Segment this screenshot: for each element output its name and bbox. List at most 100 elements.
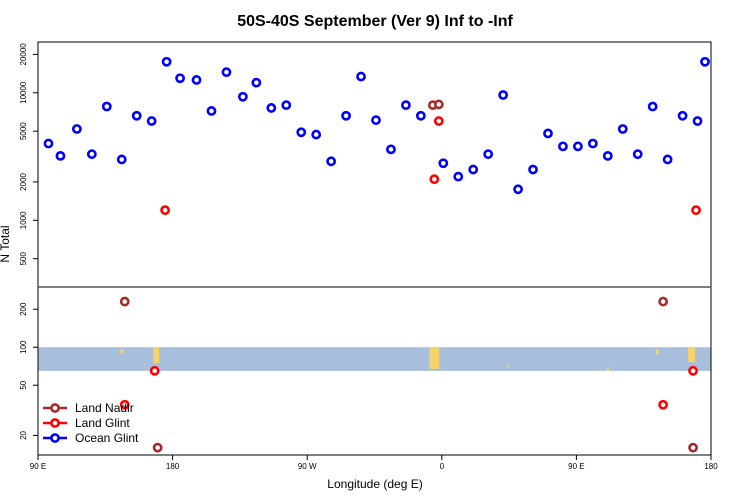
land-nadir-point: [688, 442, 698, 453]
ocean-glint-point: [55, 150, 66, 161]
y-tick-label: 200: [19, 302, 28, 316]
land-area: [655, 349, 659, 355]
ocean-glint-point: [677, 110, 688, 121]
x-axis-ticks: 90 E 180 90 W 0 90 E 180: [30, 455, 718, 471]
ocean-glint-point: [86, 149, 97, 160]
y-axis-ticks: 500 1000 2000 5000 10000 20000 20 50 100 200: [19, 43, 38, 440]
ocean-glint-point: [468, 164, 479, 175]
ocean-glint-point: [341, 110, 351, 121]
ocean-glint-point: [700, 56, 710, 67]
land-nadir-point: [119, 296, 130, 307]
land-area: [506, 364, 509, 368]
y-tick-label: 20000: [19, 43, 28, 66]
land-area: [606, 366, 609, 371]
x-tick-label: 0: [440, 462, 445, 471]
ocean-glint-point: [266, 103, 277, 113]
ocean-glint-point: [692, 116, 703, 126]
land-area: [688, 347, 696, 363]
y-tick-label: 500: [19, 251, 28, 265]
land-glint-point: [433, 116, 444, 126]
ocean-glint-point: [206, 106, 217, 116]
data-points: [43, 56, 710, 453]
ocean-glint-point: [528, 164, 538, 175]
ocean-glint-point: [662, 154, 673, 165]
ocean-glint-point: [602, 150, 613, 161]
chart-title: 50S-40S September (Ver 9) Inf to -Inf: [237, 13, 513, 30]
legend-label-land-glint: Land Glint: [75, 416, 130, 430]
ocean-glint-point: [71, 124, 82, 134]
land-glint-point: [149, 365, 160, 376]
ocean-glint-point: [572, 141, 583, 152]
ocean-glint-point: [558, 141, 568, 152]
land-glint-point: [119, 399, 130, 410]
ocean-glint-point: [161, 56, 172, 67]
x-tick-label: 180: [166, 462, 180, 471]
legend-marker-land-glint: [50, 418, 60, 428]
x-axis-label: Longitude (deg E): [327, 477, 422, 491]
x-tick-label: 90 E: [30, 462, 46, 471]
panels: [37, 41, 712, 456]
ocean-glint-point: [221, 67, 232, 78]
plot-frame: [37, 41, 712, 456]
ocean-glint-point: [647, 101, 658, 112]
ocean-glint-point: [175, 73, 185, 84]
ocean-glint-point: [371, 115, 381, 126]
ocean-glint-point: [43, 138, 54, 149]
ocean-glint-point: [296, 127, 307, 138]
y-tick-label: 5000: [19, 122, 28, 140]
land-nadir-point: [152, 442, 163, 453]
ocean-glint-point: [191, 75, 202, 85]
ocean-glint-point: [617, 124, 628, 134]
ocean-glint-point: [116, 154, 127, 165]
y-tick-label: 100: [19, 340, 28, 354]
legend-marker-land-nadir: [50, 403, 60, 413]
land-area: [153, 347, 160, 364]
ocean-glint-point: [237, 91, 248, 102]
ocean-glint-point: [483, 149, 494, 160]
y-axis-label: N Total: [0, 225, 12, 262]
ocean-glint-point: [251, 77, 262, 88]
land-glint-point: [688, 365, 698, 376]
ocean-glint-point: [513, 184, 523, 195]
land-nadir-point: [658, 296, 669, 307]
ocean-glint-point: [131, 110, 142, 121]
ocean-glint-point: [356, 71, 366, 82]
land-glint-point: [658, 399, 669, 410]
land-glint-point: [160, 205, 171, 216]
y-tick-label: 2000: [19, 172, 28, 190]
land-area: [429, 347, 440, 369]
y-tick-label: 50: [19, 380, 28, 389]
ocean-glint-point: [415, 110, 426, 121]
land-glint-point: [691, 205, 701, 216]
ocean-glint-point: [386, 144, 396, 155]
ocean-glint-point: [146, 116, 157, 126]
y-tick-label: 10000: [19, 81, 28, 104]
legend-marker-ocean-glint: [50, 433, 60, 443]
ocean-glint-point: [401, 100, 411, 111]
ocean-glint-point: [587, 138, 598, 149]
ocean-glint-point: [101, 101, 112, 112]
lower-panel-background: [38, 347, 711, 371]
legend-label-ocean-glint: Ocean Glint: [75, 431, 139, 445]
ocean-glint-point: [498, 90, 509, 100]
ocean-glint-point: [632, 149, 643, 160]
land-area: [120, 349, 124, 354]
x-tick-label: 90 E: [568, 462, 584, 471]
ocean-glint-point: [543, 128, 553, 139]
y-tick-label: 20: [19, 430, 28, 439]
x-tick-label: 180: [704, 462, 718, 471]
ocean-glint-point: [326, 156, 337, 167]
ocean-glint-point: [311, 129, 322, 140]
land-nadir-point: [433, 99, 444, 110]
legend-label-land-nadir: Land Nadir: [75, 401, 134, 415]
ocean-glint-point: [438, 158, 449, 169]
ocean-glint-point: [453, 171, 464, 182]
x-tick-label: 90 W: [298, 462, 317, 471]
y-tick-label: 1000: [19, 211, 28, 229]
ocean-glint-point: [281, 100, 292, 111]
ocean-band: [38, 347, 711, 371]
land-glint-point: [429, 174, 440, 185]
